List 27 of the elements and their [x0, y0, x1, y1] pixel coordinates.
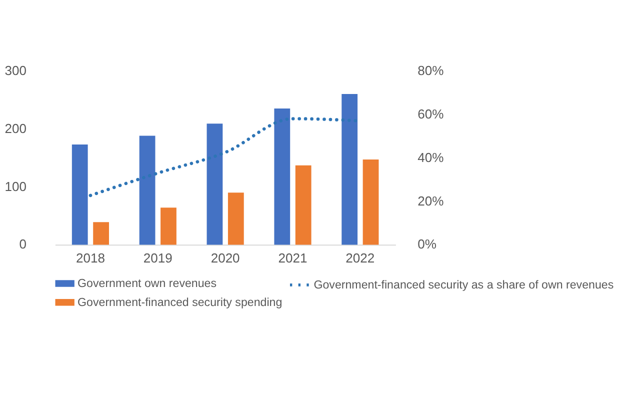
- y2-tick-label: 20%: [418, 193, 444, 208]
- y2-tick-label: 0%: [418, 236, 437, 252]
- x-tick-label: 2018: [76, 250, 105, 266]
- bar: [206, 124, 223, 245]
- bar: [139, 136, 156, 245]
- bar: [295, 165, 312, 245]
- y2-tick-label: 80%: [418, 62, 444, 78]
- y-tick-label: 0: [19, 236, 26, 252]
- y-tick-label: 100: [4, 178, 26, 194]
- bar: [93, 222, 110, 245]
- legend-label: Government own revenues: [78, 278, 217, 290]
- bar: [228, 192, 244, 245]
- x-tick-label: 2019: [143, 250, 172, 266]
- bar: [362, 160, 379, 245]
- y2-tick-label: 40%: [418, 150, 444, 165]
- bar: [274, 108, 290, 245]
- y2-tick-label: 60%: [418, 106, 444, 122]
- legend-label: Government-financed security as a share of own revenues: [314, 280, 614, 292]
- y-tick-label: 300: [4, 62, 26, 78]
- x-tick-label: 2021: [278, 250, 308, 266]
- bar: [72, 144, 88, 245]
- legend-label: Government-financed security spending: [78, 296, 282, 309]
- bar: [160, 208, 176, 245]
- x-tick-label: 2022: [346, 250, 375, 266]
- x-tick-label: 2020: [210, 250, 240, 266]
- bar: [342, 94, 358, 245]
- y-tick-label: 200: [4, 120, 26, 136]
